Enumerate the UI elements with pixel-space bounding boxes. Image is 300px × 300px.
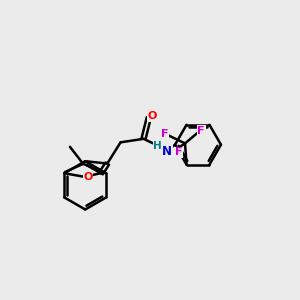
Text: O: O [83,172,93,182]
Text: N: N [162,145,172,158]
Text: F: F [161,129,169,139]
Text: F: F [197,126,205,136]
Text: H: H [153,142,162,152]
Text: F: F [175,147,182,157]
Text: O: O [147,111,157,121]
